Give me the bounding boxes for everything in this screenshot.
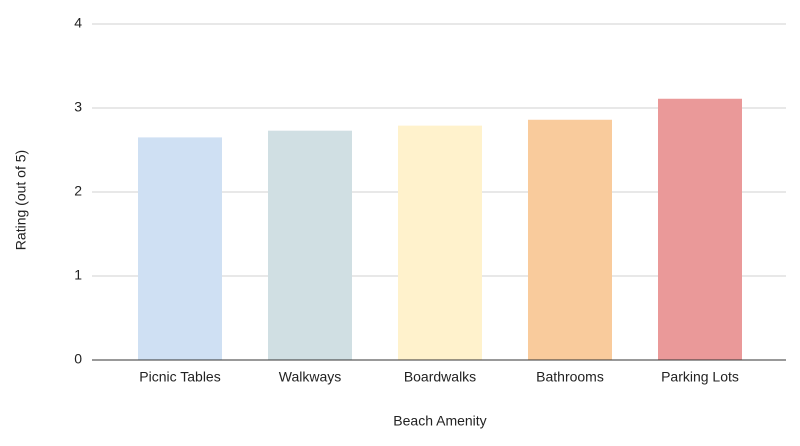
x-tick-label: Bathrooms — [536, 369, 604, 385]
x-tick-label: Parking Lots — [661, 369, 739, 385]
y-tick-label: 2 — [74, 183, 82, 199]
bar — [398, 125, 482, 360]
y-tick-label: 3 — [74, 99, 82, 115]
y-axis-label: Rating (out of 5) — [13, 150, 29, 250]
bar — [658, 98, 742, 360]
bar — [138, 137, 222, 360]
x-tick-label: Picnic Tables — [139, 369, 220, 385]
y-tick-label: 0 — [74, 351, 82, 367]
bar — [528, 119, 612, 360]
bar — [268, 130, 352, 360]
y-tick-label: 4 — [74, 15, 82, 31]
x-axis-label: Beach Amenity — [393, 413, 486, 429]
x-tick-label: Boardwalks — [404, 369, 476, 385]
x-tick-label: Walkways — [279, 369, 342, 385]
y-tick-label: 1 — [74, 267, 82, 283]
